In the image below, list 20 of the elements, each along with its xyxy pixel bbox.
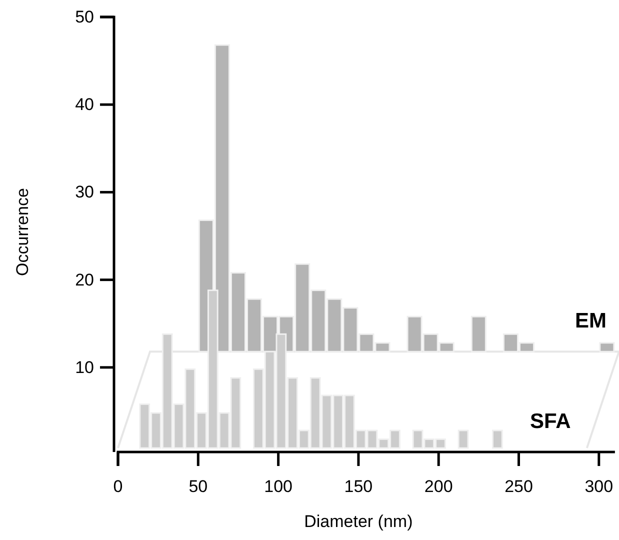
bar (599, 342, 615, 352)
x-tick-label: 300 (584, 477, 614, 496)
x-tick-label: 200 (424, 477, 453, 496)
series-label: SFA (530, 410, 571, 433)
bar (458, 430, 469, 449)
x-tick-label: 150 (344, 477, 373, 496)
y-tick-label: 10 (75, 358, 94, 377)
y-axis-title: Occurrence (13, 188, 32, 276)
bar (470, 316, 486, 352)
series-label: EM (575, 310, 606, 333)
bar (492, 430, 503, 449)
y-tick-label: 50 (75, 7, 94, 26)
y-tick-label: 30 (75, 182, 94, 202)
x-tick-label: 100 (264, 477, 292, 496)
x-axis-title: Diameter (nm) (304, 512, 413, 531)
x-tick-label: 50 (188, 477, 208, 496)
y-tick-label: 40 (75, 95, 94, 114)
x-tick-label: 250 (504, 477, 533, 496)
y-tick-label: 20 (75, 270, 94, 290)
x-tick-label: 0 (113, 477, 123, 496)
